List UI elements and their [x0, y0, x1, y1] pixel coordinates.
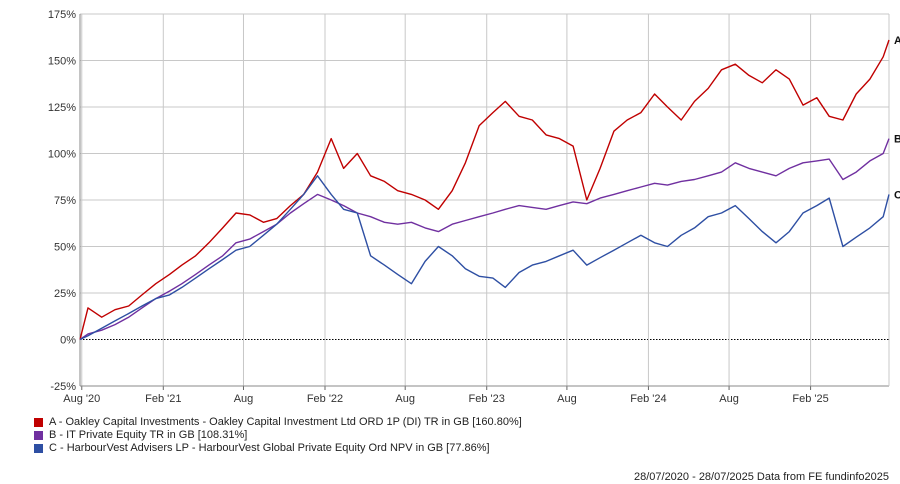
y-tick-label: 50% [54, 242, 76, 254]
y-tick-label: 0% [60, 335, 76, 347]
y-tick-label: 150% [48, 56, 76, 68]
y-tick-label: 75% [54, 195, 76, 207]
legend-label-c: C - HarbourVest Advisers LP - HarbourVes… [49, 442, 490, 454]
legend-item-b: B - IT Private Equity TR in GB [108.31%] [34, 429, 522, 442]
legend-label-b: B - IT Private Equity TR in GB [108.31%] [49, 429, 248, 441]
series-line-c [79, 175, 890, 341]
chart-end-labels: A B C [894, 35, 900, 201]
x-tick-label: Feb '23 [469, 393, 505, 405]
x-tick-label: Aug '20 [63, 393, 100, 405]
end-label-a: A [894, 35, 900, 47]
legend-item-c: C - HarbourVest Advisers LP - HarbourVes… [34, 442, 522, 455]
chart-axes: -25% 0% 25% 50% 75% 100% 125% 150% 175% Aug '20 Fe… [48, 9, 890, 405]
y-tick-label: -25% [50, 381, 76, 393]
chart-grid [80, 13, 889, 387]
y-tick-label: 25% [54, 288, 76, 300]
x-tick-label: Feb '24 [630, 393, 666, 405]
chart-series [79, 39, 890, 341]
series-line-a [79, 39, 890, 340]
end-label-c: C [894, 189, 900, 201]
legend-item-a: A - Oakley Capital Investments - Oakley … [34, 416, 522, 429]
y-tick-label: 175% [48, 9, 76, 21]
legend-swatch-a [34, 418, 43, 427]
end-label-b: B [894, 134, 900, 146]
x-tick-label: Aug [557, 393, 577, 405]
legend-swatch-c [34, 444, 43, 453]
x-tick-label: Feb '25 [792, 393, 828, 405]
x-tick-label: Aug [234, 393, 254, 405]
line-chart: -25% 0% 25% 50% 75% 100% 125% 150% 175% Aug '20 Fe… [48, 9, 900, 405]
x-tick-label: Feb '21 [145, 393, 181, 405]
x-tick-label: Aug [719, 393, 739, 405]
x-tick-label: Feb '22 [307, 393, 343, 405]
series-line-b [79, 138, 890, 341]
x-tick-label: Aug [395, 393, 415, 405]
chart-legend: A - Oakley Capital Investments - Oakley … [34, 416, 522, 455]
legend-label-a: A - Oakley Capital Investments - Oakley … [49, 416, 522, 428]
y-tick-label: 100% [48, 149, 76, 161]
y-tick-label: 125% [48, 102, 76, 114]
date-range-source-footer: 28/07/2020 - 28/07/2025 Data from FE fun… [633, 471, 889, 483]
legend-swatch-b [34, 431, 43, 440]
